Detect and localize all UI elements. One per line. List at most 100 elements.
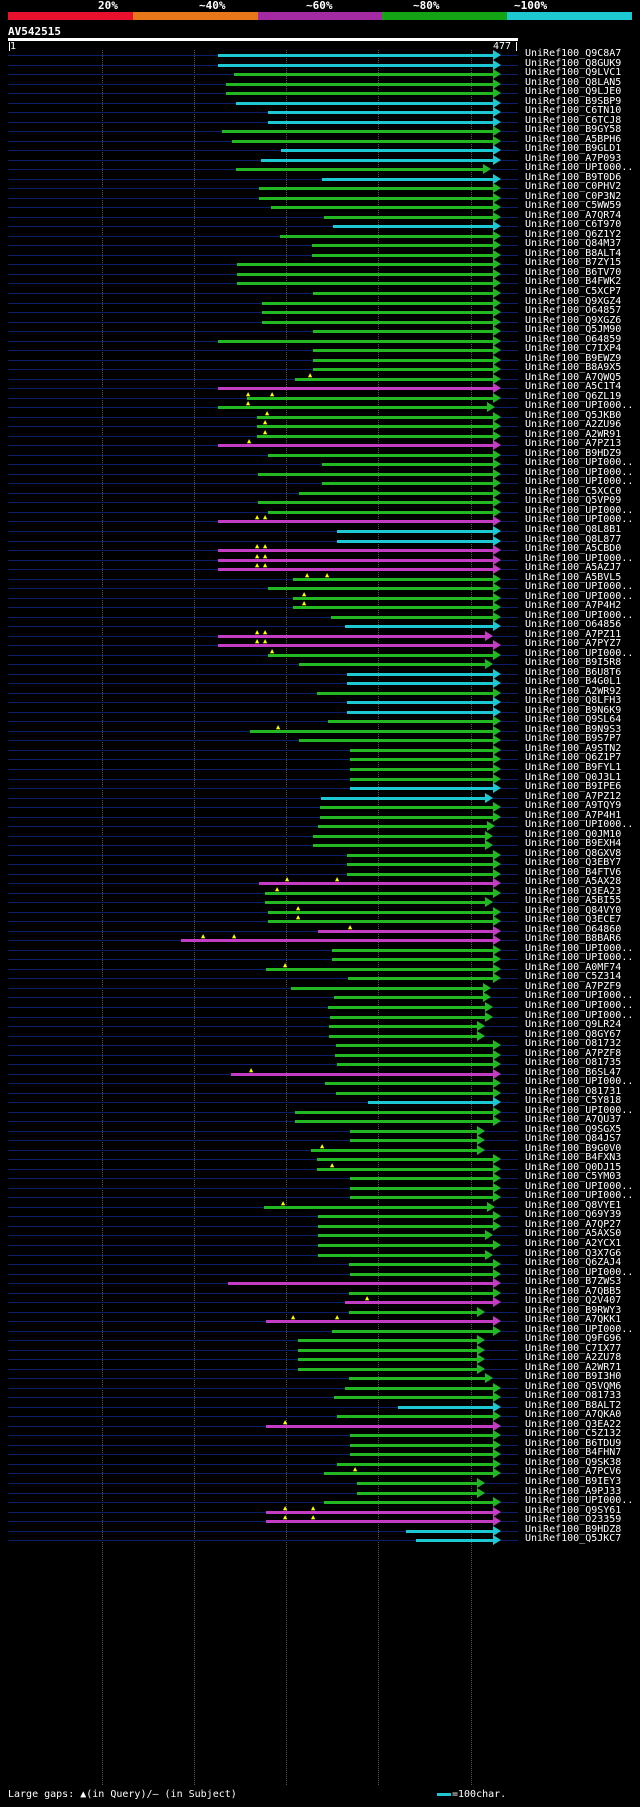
hit-row[interactable]: UniRef100_B9FYL1 (0, 762, 640, 774)
hit-alignment-bar[interactable] (266, 1320, 494, 1324)
hit-alignment-bar[interactable] (324, 1501, 494, 1505)
hit-row[interactable]: UniRef100_Q6Z1Y2 (0, 229, 640, 241)
hit-row[interactable]: UniRef100_B9S7P7 (0, 733, 640, 746)
hit-alignment-bar[interactable] (262, 311, 494, 315)
hit-alignment-bar[interactable] (293, 606, 494, 610)
hit-row[interactable]: UniRef100_Q84JS7 (0, 1133, 640, 1146)
hit-row[interactable]: UniRef100_Q5VQM6 (0, 1381, 640, 1393)
hit-row[interactable]: UniRef100_Q6Z1P7 (0, 752, 640, 765)
hit-row[interactable]: UniRef100_O81731 (0, 1086, 640, 1098)
hit-label[interactable]: UniRef100_A5C1T4 (525, 381, 622, 393)
hit-row[interactable]: UniRef100_UPI000.. (0, 990, 640, 1003)
hit-alignment-bar[interactable] (218, 444, 494, 448)
hit-alignment-bar[interactable] (262, 301, 494, 305)
hit-row[interactable]: UniRef100_B9IPE6 (0, 781, 640, 794)
hit-row[interactable]: ▲ ▲ UniRef100_Q6ZL19 (0, 390, 640, 403)
hit-label[interactable]: UniRef100_B4FXN3 (525, 1152, 622, 1164)
hit-label[interactable]: UniRef100_Q3X7G6 (525, 1247, 622, 1259)
hit-row[interactable]: UniRef100_Q69Y39 (0, 1209, 640, 1222)
hit-label[interactable]: UniRef100_B9IPE6 (525, 781, 622, 793)
hit-label[interactable]: UniRef100_Q9C8A7 (525, 48, 622, 59)
hit-alignment-bar[interactable] (257, 425, 494, 429)
hit-row[interactable]: UniRef100_UPI000.. (0, 1076, 640, 1089)
hit-label[interactable]: UniRef100_Q69Y39 (525, 1209, 622, 1221)
hit-alignment-bar[interactable] (218, 339, 494, 343)
hit-label[interactable]: UniRef100_A7QKA0 (525, 1409, 622, 1421)
hit-alignment-bar[interactable] (261, 158, 494, 162)
hit-label[interactable]: UniRef100_Q8L8B1 (525, 524, 622, 535)
hit-alignment-bar[interactable] (293, 596, 494, 600)
hit-row[interactable]: UniRef100_B8A9X5 (0, 362, 640, 375)
hit-row[interactable]: ▲ ▲ UniRef100_A7QKK1 (0, 1313, 640, 1327)
hit-row[interactable]: ▲ ▲ UniRef100_A5CBD0 (0, 542, 640, 556)
hit-row[interactable]: ▲ UniRef100_Q3EA23 (0, 885, 640, 898)
hit-row[interactable]: UniRef100_A9PJ33 (0, 1485, 640, 1498)
hit-alignment-bar[interactable] (218, 549, 494, 553)
hit-label[interactable]: UniRef100_A5AX28 (525, 876, 622, 888)
hit-alignment-bar[interactable] (247, 396, 494, 400)
hit-label[interactable]: UniRef100_A2ZU96 (525, 419, 622, 431)
hit-alignment-bar[interactable] (264, 1205, 488, 1209)
hit-label[interactable]: UniRef100_A7PZ11 (525, 628, 622, 640)
hit-row[interactable]: UniRef100_C5Z132 (0, 1428, 640, 1441)
hit-alignment-bar[interactable] (222, 130, 494, 134)
hit-alignment-bar[interactable] (268, 920, 494, 924)
hit-alignment-bar[interactable] (347, 672, 494, 676)
hit-label[interactable]: UniRef100_O81735 (525, 1057, 622, 1069)
hit-row[interactable]: UniRef100_A5C1T4 (0, 381, 640, 394)
hit-alignment-bar[interactable] (234, 73, 494, 77)
hit-alignment-bar[interactable] (329, 1034, 478, 1038)
hit-label[interactable]: UniRef100_Q8GXV8 (525, 847, 622, 859)
hit-alignment-bar[interactable] (322, 482, 494, 486)
hit-alignment-bar[interactable] (262, 320, 494, 324)
hit-row[interactable]: UniRef100_Q8LAN5 (0, 77, 640, 89)
hit-label[interactable]: UniRef100_A7QWQ5 (525, 371, 622, 383)
hit-alignment-bar[interactable] (332, 958, 494, 962)
hit-alignment-bar[interactable] (345, 1386, 494, 1390)
hit-row[interactable]: UniRef100_UPI000.. (0, 1267, 640, 1279)
hit-label[interactable]: UniRef100_A7PZF9 (525, 980, 622, 992)
hit-row[interactable]: UniRef100_C6T970 (0, 219, 640, 232)
hit-alignment-bar[interactable] (347, 710, 494, 714)
hit-label[interactable]: UniRef100_Q5JM90 (525, 324, 622, 336)
hit-alignment-bar[interactable] (299, 491, 494, 495)
hit-row[interactable]: UniRef100_O64857 (0, 305, 640, 318)
hit-row[interactable]: UniRef100_Q9XGZ6 (0, 315, 640, 327)
hit-row[interactable]: UniRef100_A7QR74 (0, 210, 640, 222)
hit-row[interactable]: UniRef100_A9STN2 (0, 743, 640, 755)
hit-alignment-bar[interactable] (337, 1462, 494, 1466)
hit-row[interactable]: ▲ UniRef100_A7PCV6 (0, 1465, 640, 1479)
hit-label[interactable]: UniRef100_B9EWZ9 (525, 352, 622, 364)
hit-row[interactable]: UniRef100_UPI000.. (0, 1000, 640, 1012)
hit-row[interactable]: UniRef100_B6TDU9 (0, 1438, 640, 1450)
hit-label[interactable]: UniRef100_C5WW59 (525, 200, 622, 212)
hit-row[interactable]: ▲ ▲ UniRef100_A5BVL5 (0, 571, 640, 584)
hit-label[interactable]: UniRef100_C6T970 (525, 219, 622, 231)
hit-label[interactable]: UniRef100_A9PJ33 (525, 1485, 622, 1497)
hit-alignment-bar[interactable] (350, 1177, 494, 1181)
hit-label[interactable]: UniRef100_UPI000.. (525, 1190, 634, 1202)
hit-row[interactable]: UniRef100_B4FXN3 (0, 1152, 640, 1165)
hit-alignment-bar[interactable] (268, 111, 494, 115)
hit-row[interactable]: UniRef100_A7QP27 (0, 1219, 640, 1231)
hit-row[interactable]: UniRef100_B9EXH4 (0, 838, 640, 851)
hit-alignment-bar[interactable] (218, 406, 488, 410)
hit-label[interactable]: UniRef100_Q84JS7 (525, 1133, 622, 1145)
hit-label[interactable]: UniRef100_A9TQY9 (525, 800, 622, 812)
hit-label[interactable]: UniRef100_Q8VYE1 (525, 1199, 622, 1211)
hit-label[interactable]: UniRef100_A7QBB5 (525, 1285, 622, 1297)
hit-row[interactable]: UniRef100_UPI000.. (0, 1010, 640, 1022)
hit-label[interactable]: UniRef100_O64857 (525, 305, 622, 317)
hit-label[interactable]: UniRef100_UPI000.. (525, 1104, 634, 1116)
hit-row[interactable]: UniRef100_A5BPH6 (0, 134, 640, 146)
hit-row[interactable]: UniRef100_Q9SGX5 (0, 1124, 640, 1136)
hit-alignment-bar[interactable] (337, 530, 494, 533)
hit-row[interactable]: UniRef100_B4FHN7 (0, 1447, 640, 1460)
hit-label[interactable]: UniRef100_Q0DJ15 (525, 1161, 622, 1173)
hit-row[interactable]: UniRef100_C7IXP4 (0, 343, 640, 356)
hit-alignment-bar[interactable] (268, 120, 494, 124)
hit-row[interactable]: UniRef100_UPI000.. (0, 162, 640, 175)
hit-row[interactable]: ▲ ▲ UniRef100_Q9SY61 (0, 1504, 640, 1517)
hit-alignment-bar[interactable] (350, 787, 494, 791)
hit-row[interactable]: UniRef100_Q9LJE0 (0, 86, 640, 99)
